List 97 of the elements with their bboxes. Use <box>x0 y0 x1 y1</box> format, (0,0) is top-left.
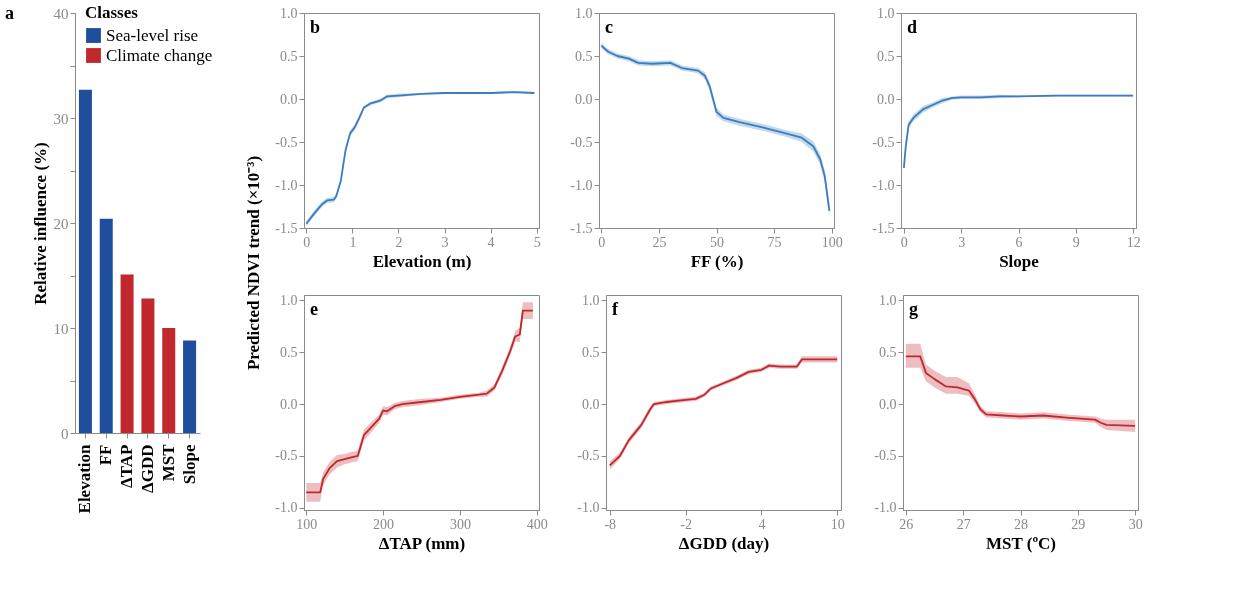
y-tick-label: 20 <box>53 215 69 232</box>
x-tick-label: 200 <box>373 516 395 532</box>
y-tick-label: 10 <box>53 320 69 337</box>
x-tick-label: -2 <box>680 516 692 532</box>
x-tick-label: 75 <box>767 234 782 250</box>
bar <box>99 218 113 433</box>
x-tick-label: 30 <box>1128 516 1143 532</box>
x-tick-label: 0 <box>900 234 908 250</box>
x-tick-label: ΔTAP <box>117 444 137 488</box>
y-tick-label: -1.0 <box>275 177 298 193</box>
x-tick-label: 50 <box>710 234 724 250</box>
y-axis-title: Predicted NDVI trend (×10⁻³) <box>244 155 263 371</box>
x-axis-title: Elevation (m) <box>372 251 472 271</box>
y-tick-label: -1.0 <box>577 500 600 516</box>
x-axis-title: ΔTAP (mm) <box>378 533 466 553</box>
y-tick-label: -0.5 <box>570 134 593 150</box>
annotation: e <box>310 299 318 319</box>
y-tick-label: -1.0 <box>874 500 897 516</box>
x-tick-label: 6 <box>1015 234 1023 250</box>
x-tick-label: 10 <box>830 516 845 532</box>
x-tick-label: 25 <box>652 234 667 250</box>
x-tick-label: 27 <box>956 516 971 532</box>
x-tick-label: -8 <box>604 516 617 532</box>
y-tick-label: 0.0 <box>877 91 895 107</box>
y-tick-label: 0.0 <box>582 396 600 412</box>
x-tick-label: 9 <box>1072 234 1080 250</box>
bar <box>183 340 197 433</box>
y-tick-label: -0.5 <box>874 448 897 464</box>
y-tick-label: 1.0 <box>280 292 298 308</box>
x-tick-label: 100 <box>296 516 318 532</box>
x-tick-label: FF <box>96 444 116 466</box>
text: a <box>5 3 14 23</box>
legend-label: Climate change <box>106 45 213 65</box>
y-tick-label: 30 <box>53 110 69 127</box>
x-tick-label: 1 <box>349 234 357 250</box>
y-tick-label: 0.0 <box>879 396 897 412</box>
annotation: d <box>907 17 918 37</box>
x-tick-label: 300 <box>449 516 471 532</box>
y-tick-label: 0 <box>61 425 69 442</box>
x-tick-label: 3 <box>441 234 449 250</box>
bar <box>162 328 176 433</box>
x-tick-label: 0 <box>303 234 311 250</box>
x-tick-label: 100 <box>821 234 843 250</box>
y-tick-label: 1.0 <box>575 5 593 21</box>
bar <box>141 298 155 433</box>
y-tick-label: -1.0 <box>570 177 593 193</box>
x-tick-label: Elevation <box>75 443 95 514</box>
x-tick-label: MST <box>158 443 178 482</box>
x-tick-label: 12 <box>1126 234 1141 250</box>
y-tick-label: 0.5 <box>877 48 895 64</box>
y-tick-label: -1.0 <box>872 177 895 193</box>
x-tick-label: 28 <box>1014 516 1028 532</box>
x-axis-title: FF (%) <box>690 251 744 271</box>
y-tick-label: 0.0 <box>280 91 298 107</box>
x-tick-label: 4 <box>758 516 766 532</box>
y-tick-label: 0.5 <box>280 48 298 64</box>
y-tick-label: -1.5 <box>275 220 298 236</box>
y-axis-title: Relative influence (%) <box>30 142 50 305</box>
x-axis-title: Slope <box>999 251 1040 271</box>
annotation: b <box>310 17 321 37</box>
x-tick-label: 2 <box>395 234 403 250</box>
y-tick-label: 1.0 <box>280 5 298 21</box>
y-tick-label: -0.5 <box>275 134 298 150</box>
x-tick-label: 29 <box>1071 516 1086 532</box>
annotation: f <box>612 299 619 319</box>
y-tick-label: -1.0 <box>275 500 298 516</box>
y-tick-label: 0.5 <box>582 344 600 360</box>
x-tick-label: 5 <box>533 234 541 250</box>
x-axis-title: MST (ºC) <box>986 533 1056 553</box>
x-tick-label: 4 <box>487 234 495 250</box>
x-tick-label: 3 <box>958 234 966 250</box>
bar <box>78 89 92 433</box>
y-tick-label: 0.5 <box>575 48 593 64</box>
annotation: g <box>909 299 918 319</box>
x-tick-label: ΔGDD <box>137 444 157 493</box>
bar <box>120 274 134 433</box>
y-tick-label: 0.5 <box>879 344 897 360</box>
y-tick-label: 0.5 <box>280 344 298 360</box>
x-tick-label: Slope <box>179 444 199 485</box>
y-tick-label: 40 <box>53 5 69 22</box>
y-tick-label: 1.0 <box>879 292 897 308</box>
y-tick-label: -0.5 <box>872 134 895 150</box>
y-tick-label: -0.5 <box>275 448 298 464</box>
legend-label: Sea-level rise <box>106 25 199 45</box>
x-tick-label: 26 <box>899 516 914 532</box>
y-tick-label: -0.5 <box>577 448 600 464</box>
y-tick-label: 0.0 <box>280 396 298 412</box>
y-tick-label: 0.0 <box>575 91 593 107</box>
line-series <box>904 355 1137 427</box>
y-tick-label: -1.5 <box>570 220 593 236</box>
x-axis-title: ΔGDD (day) <box>678 533 770 553</box>
y-tick-label: 1.0 <box>582 292 600 308</box>
y-tick-label: -1.5 <box>872 220 895 236</box>
annotation: c <box>605 17 613 37</box>
x-tick-label: 400 <box>526 516 548 532</box>
y-tick-label: 1.0 <box>877 5 895 21</box>
legend-title: Classes <box>85 3 139 22</box>
